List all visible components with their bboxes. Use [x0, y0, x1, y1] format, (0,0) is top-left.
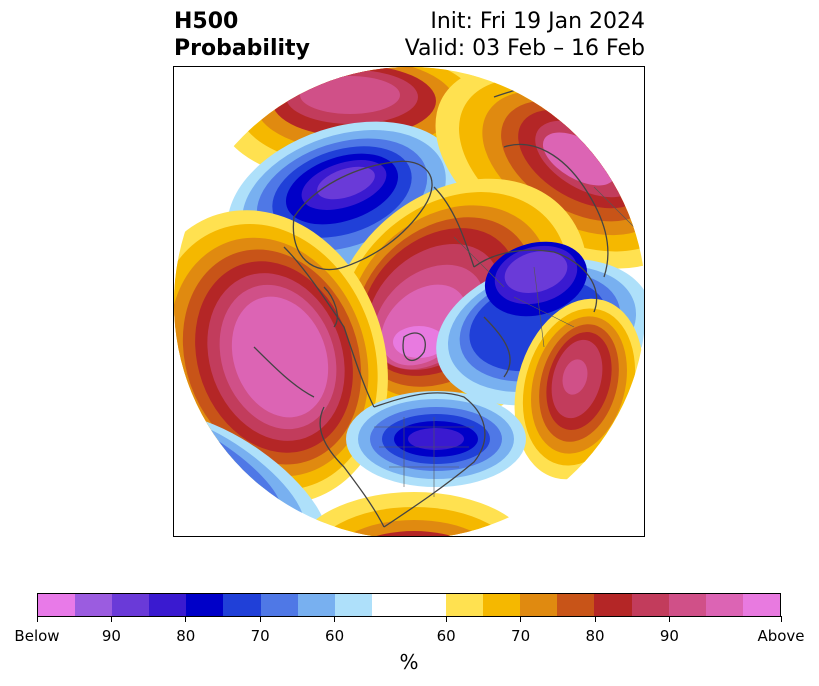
colorbar-tick-label: 70 — [511, 627, 531, 645]
map-panel — [173, 66, 645, 537]
colorbar-tick — [36, 616, 38, 622]
colorbar-segment — [149, 594, 187, 616]
colorbar-tick — [445, 616, 447, 622]
colorbar-segment — [334, 594, 372, 616]
colorbar-tick-label: 60 — [325, 627, 345, 645]
colorbar-tick-label: 80 — [176, 627, 196, 645]
colorbar-unit-label: % — [399, 650, 419, 674]
colorbar-tick-label: 60 — [436, 627, 456, 645]
colorbar-segment — [223, 594, 261, 616]
colorbar-segment — [446, 594, 484, 616]
colorbar-segment — [297, 594, 335, 616]
valid-range: Valid: 03 Feb – 16 Feb — [404, 36, 645, 61]
colorbar-segment — [186, 594, 224, 616]
colorbar-segment — [520, 594, 558, 616]
anomaly-below-south — [346, 391, 526, 487]
map-title: H500 Probability — [174, 8, 310, 62]
colorbar-segment — [594, 594, 632, 616]
colorbar-segment — [742, 594, 780, 616]
colorbar-tick-label: 70 — [250, 627, 270, 645]
polar-map — [174, 67, 644, 536]
colorbar-tick — [668, 616, 670, 622]
country-borders — [374, 186, 635, 497]
colorbar-tick — [520, 616, 522, 622]
coastlines — [253, 83, 609, 528]
colorbar-tick-label: Below — [14, 627, 60, 645]
colorbar-segment — [38, 594, 76, 616]
colorbar-tick-label: Above — [757, 627, 805, 645]
colorbar-tick — [259, 616, 261, 622]
colorbar-segment — [668, 594, 706, 616]
colorbar-tick — [110, 616, 112, 622]
init-date: Init: Fri 19 Jan 2024 — [430, 9, 645, 34]
title-product: Probability — [174, 36, 310, 61]
colorbar-tick-label: 90 — [101, 627, 121, 645]
colorbar — [37, 593, 781, 617]
colorbar-segment — [260, 594, 298, 616]
colorbar-tick — [780, 616, 782, 622]
colorbar-segment — [557, 594, 595, 616]
map-dates: Init: Fri 19 Jan 2024 Valid: 03 Feb – 16… — [405, 8, 645, 62]
colorbar-tick — [334, 616, 336, 622]
colorbar-segment — [483, 594, 521, 616]
colorbar-tick-label: 90 — [659, 627, 679, 645]
colorbar-segment — [75, 594, 113, 616]
title-variable: H500 — [174, 9, 239, 34]
colorbar-segment — [371, 594, 447, 616]
colorbar-tick — [594, 616, 596, 622]
colorbar-tick-label: 80 — [585, 627, 605, 645]
colorbar-segment — [705, 594, 743, 616]
colorbar-segment — [631, 594, 669, 616]
colorbar-tick — [185, 616, 187, 622]
colorbar-segment — [112, 594, 150, 616]
